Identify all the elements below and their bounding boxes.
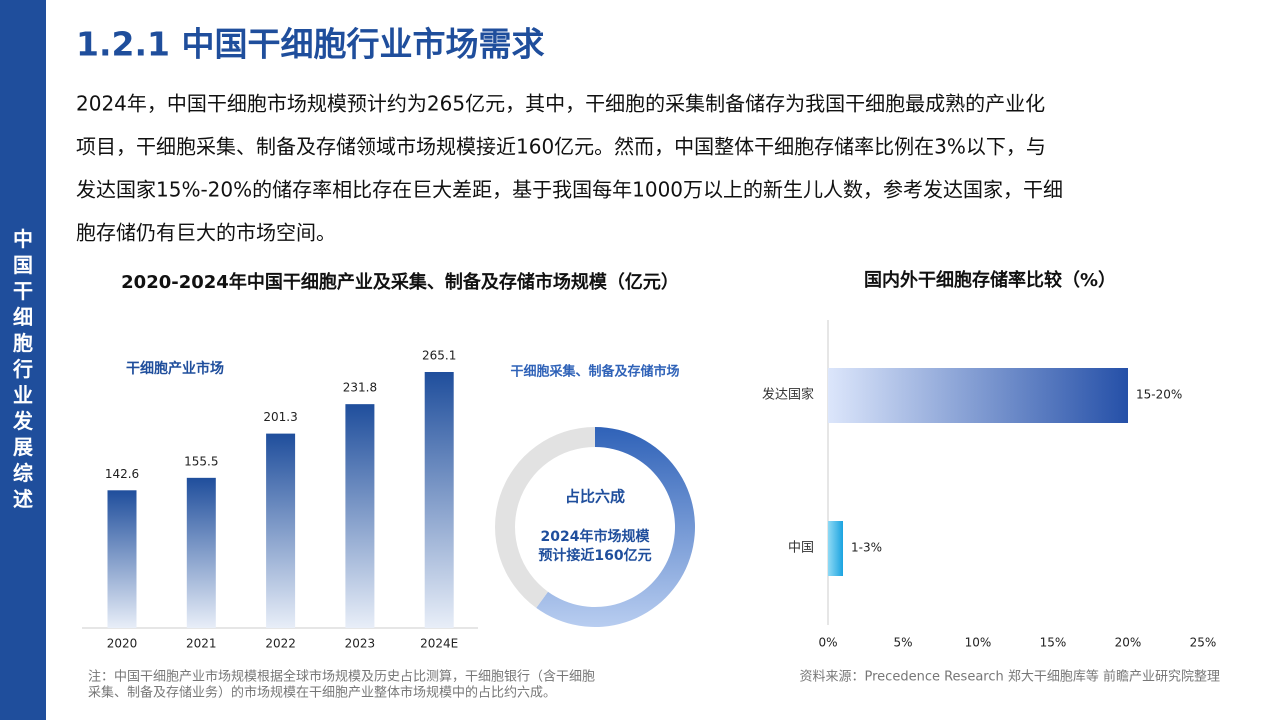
value-label: 1-3% (851, 541, 882, 555)
paragraph-line: 发达国家15%-20%的储存率相比存在巨大差距，基于我国每年1000万以上的新生… (76, 178, 1063, 202)
category-label: 发达国家 (762, 387, 814, 403)
x-tick-label: 10% (965, 636, 992, 650)
bar (828, 521, 843, 576)
center-text: 预计接近160亿元 (538, 547, 651, 564)
value-label: 142.6 (105, 467, 139, 481)
bar (186, 477, 216, 628)
page-title: 1.2.1 中国干细胞行业市场需求 (76, 25, 544, 64)
x-tick-label: 25% (1190, 636, 1217, 650)
center-text: 2024年市场规模 (541, 528, 651, 545)
note: 采集、制备及存储业务）的市场规模在干细胞产业整体市场规模中的占比约六成。 (88, 685, 556, 701)
chart-title: 2020-2024年中国干细胞产业及采集、制备及存储市场规模（亿元） (121, 271, 679, 293)
x-tick-label: 2020 (107, 637, 138, 651)
paragraph-line: 胞存储仍有巨大的市场空间。 (76, 221, 336, 245)
x-tick-label: 5% (893, 636, 912, 650)
value-label: 15-20% (1136, 388, 1182, 402)
bar (107, 490, 137, 628)
sidebar (0, 0, 46, 720)
value-label: 231.8 (343, 381, 377, 395)
sidebar-text: 中国干细胞行业发展综述 (12, 227, 34, 511)
donut-segment (536, 427, 696, 627)
paragraph-line: 2024年，中国干细胞市场规模预计约为265亿元，其中，干细胞的采集制备储存为我… (76, 92, 1045, 116)
bar (266, 433, 296, 628)
source: 资料来源：Precedence Research 郑大干细胞库等 前瞻产业研究院… (800, 669, 1220, 685)
x-tick-label: 15% (1040, 636, 1067, 650)
center-text: 占比六成 (565, 488, 625, 506)
x-tick-label: 2024E (420, 637, 458, 651)
paragraph-line: 项目，干细胞采集、制备及存储领域市场规模接近160亿元。然而，中国整体干细胞存储… (76, 135, 1046, 159)
chart-title: 干细胞采集、制备及存储市场 (510, 364, 679, 380)
donut-segment (495, 427, 595, 608)
note: 注：中国干细胞产业市场规模根据全球市场规模及历史占比测算，干细胞银行（含干细胞 (88, 669, 595, 685)
x-tick-label: 2022 (265, 637, 296, 651)
category-label: 中国 (788, 541, 814, 556)
series-label: 干细胞产业市场 (126, 360, 224, 377)
value-label: 155.5 (184, 454, 218, 468)
x-tick-label: 2023 (345, 637, 376, 651)
value-label: 265.1 (422, 349, 456, 363)
x-tick-label: 20% (1115, 636, 1142, 650)
x-tick-label: 0% (818, 636, 837, 650)
x-tick-label: 2021 (186, 637, 217, 651)
chart-title: 国内外干细胞存储率比较（%） (864, 269, 1116, 291)
bar (828, 368, 1128, 423)
value-label: 201.3 (263, 410, 297, 424)
bar (345, 404, 375, 628)
bar (424, 372, 454, 628)
